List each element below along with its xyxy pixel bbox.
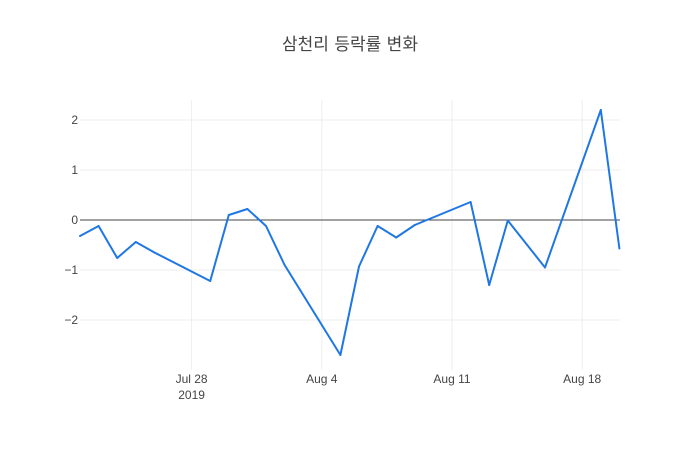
x-tick-label: Aug 11	[433, 372, 470, 386]
series-layer	[79, 109, 621, 356]
x-tick-label: Jul 28	[176, 372, 208, 386]
data-point	[265, 225, 267, 227]
y-tick-label: −2	[64, 313, 78, 327]
data-point	[116, 257, 119, 259]
x-tick-label: Aug 4	[306, 372, 338, 386]
data-point	[488, 284, 491, 286]
data-point	[618, 247, 621, 250]
y-tick-label: 2	[71, 113, 78, 127]
data-point	[376, 225, 379, 227]
axis-layer: Jul 28 2019 Aug 4 Aug 11 Aug 18 −2 −1 0 1 2	[64, 113, 601, 402]
data-point	[339, 354, 342, 356]
data-point	[283, 264, 286, 266]
data-point	[134, 241, 137, 243]
y-tick-label: −1	[64, 263, 78, 277]
data-point	[227, 214, 230, 216]
series-line	[79, 109, 621, 356]
data-point	[153, 251, 156, 254]
data-point	[599, 109, 602, 111]
grid-layer	[80, 100, 620, 370]
data-point	[97, 225, 100, 227]
data-point	[544, 266, 546, 269]
y-tick-label: 1	[71, 163, 78, 177]
data-point	[79, 235, 81, 237]
data-point	[358, 265, 360, 268]
x-tick-sublabel: 2019	[178, 388, 205, 402]
data-point	[506, 219, 509, 222]
data-point	[413, 224, 416, 226]
y-tick-label: 0	[71, 213, 78, 227]
data-point	[246, 208, 249, 210]
x-tick-label: Aug 18	[563, 372, 601, 386]
data-point	[469, 201, 472, 203]
data-point	[209, 280, 212, 282]
data-point	[395, 236, 398, 239]
chart-title: 삼천리 등락률 변화	[282, 35, 418, 55]
